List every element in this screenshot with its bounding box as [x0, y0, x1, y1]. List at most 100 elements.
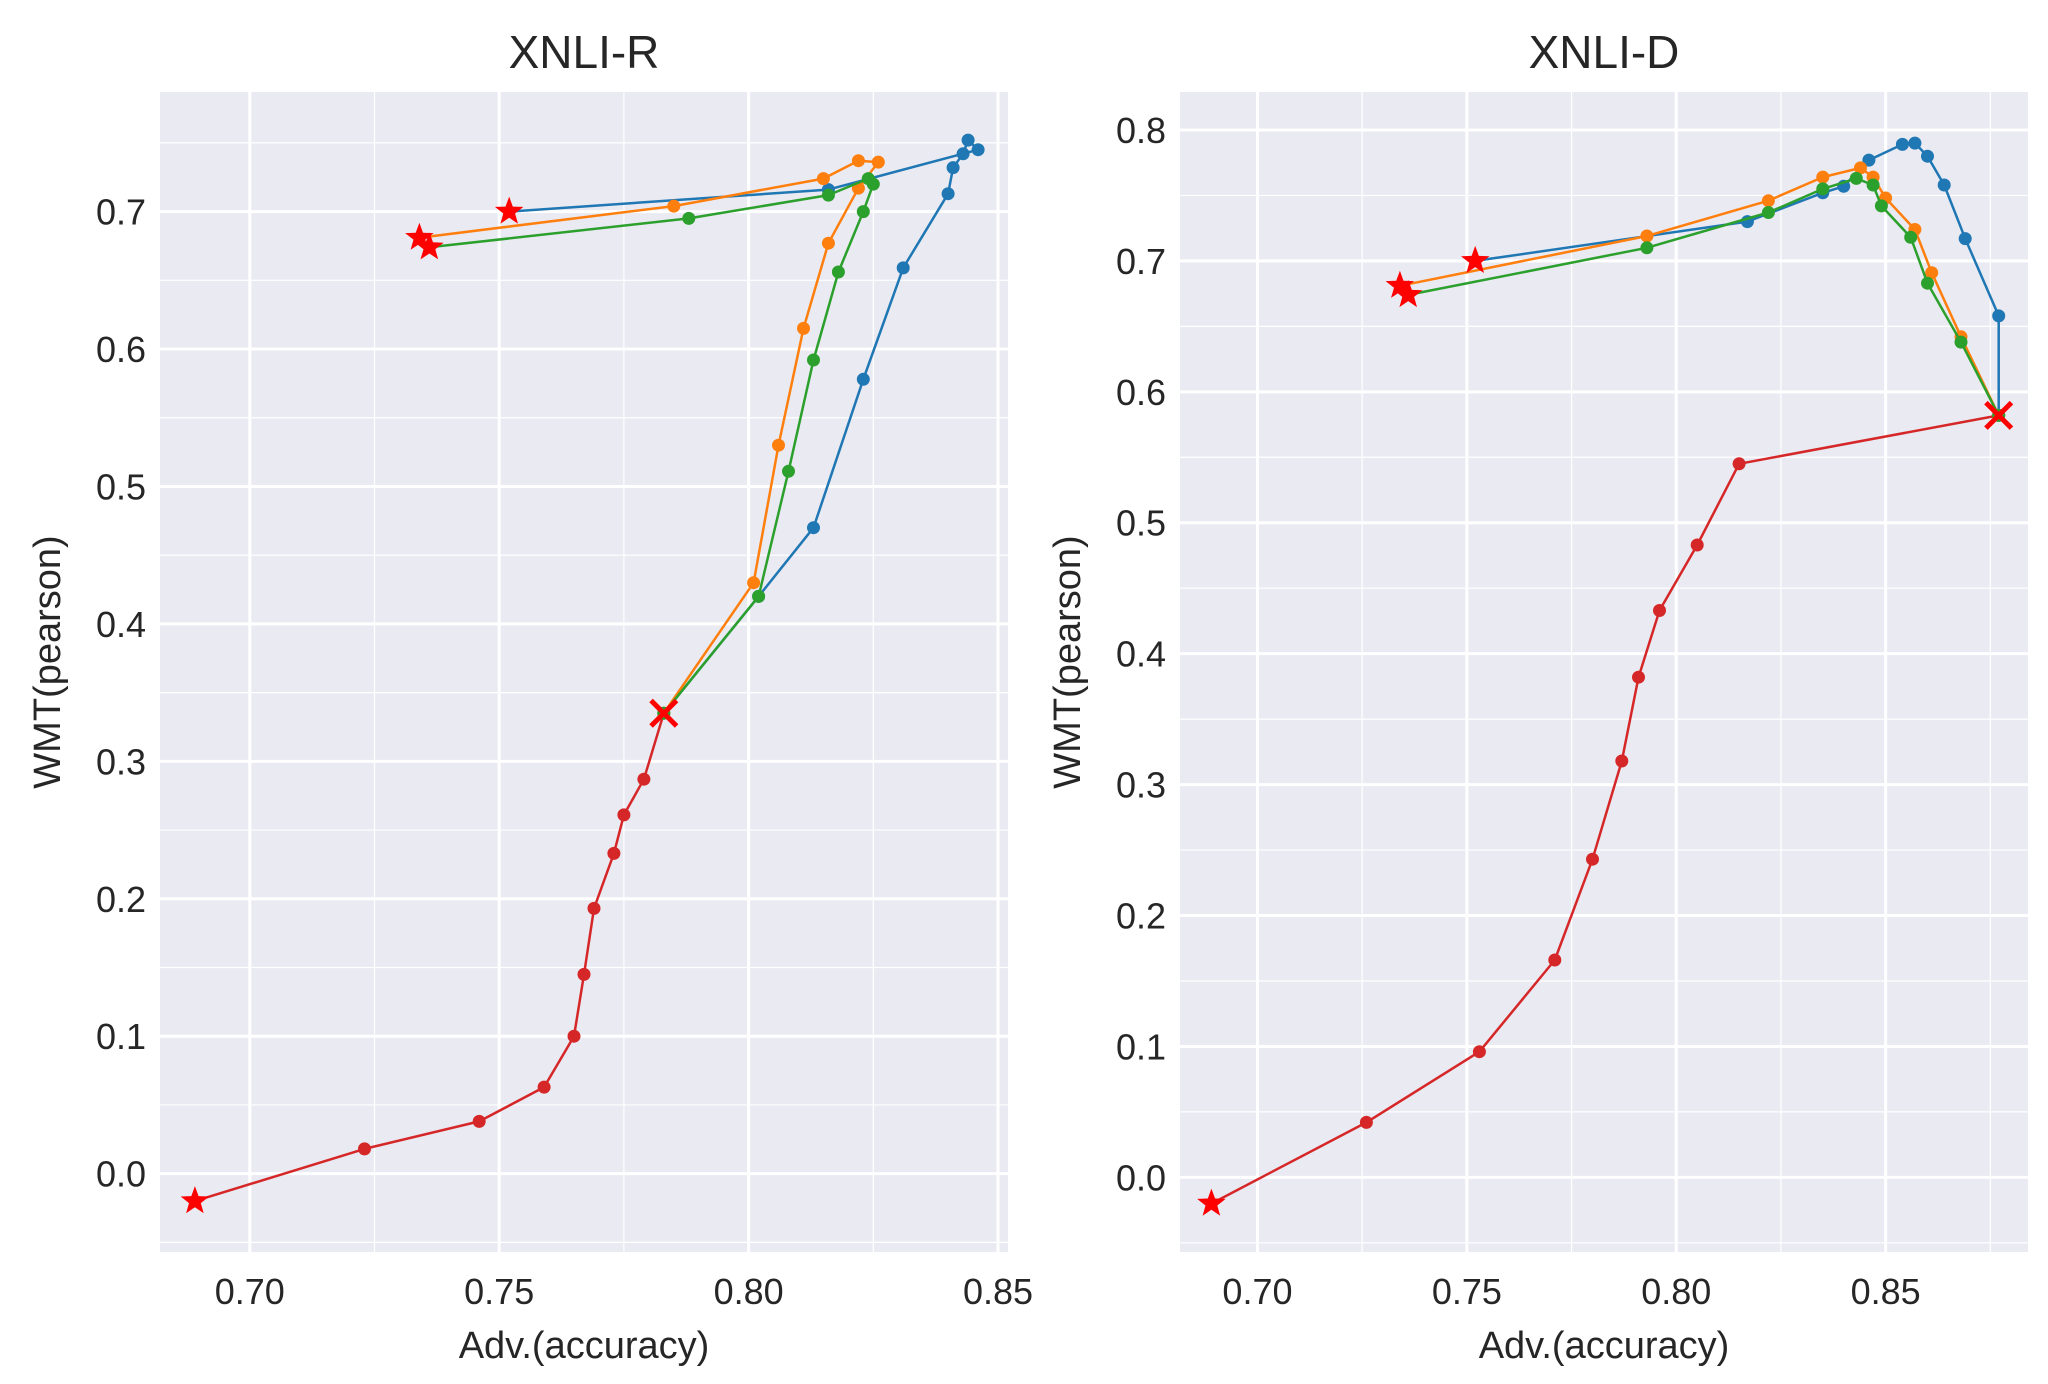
data-point-green — [831, 265, 845, 279]
x-tick-label: 0.85 — [1851, 1271, 1921, 1312]
star-marker — [494, 196, 524, 224]
data-point-green — [861, 172, 875, 186]
y-tick-label: 0.4 — [96, 604, 146, 645]
data-point-orange — [747, 576, 761, 590]
y-tick-label: 0.0 — [1116, 1157, 1166, 1198]
data-point-green — [1640, 241, 1654, 255]
data-point-orange — [1854, 161, 1867, 175]
data-point-blue — [941, 187, 955, 201]
y-tick-label: 0.7 — [96, 192, 146, 233]
data-point-red — [1690, 538, 1704, 552]
data-point-green — [1921, 276, 1934, 290]
x-axis-label: Adv.(accuracy) — [459, 1325, 710, 1367]
data-point-orange — [667, 199, 681, 213]
y-tick-label: 0.6 — [1116, 372, 1166, 413]
data-point-red — [1653, 604, 1666, 617]
data-point-red — [607, 846, 621, 860]
x-tick-label: 0.80 — [1641, 1271, 1711, 1312]
x-marker — [1984, 400, 2014, 430]
data-point-red — [1732, 457, 1746, 471]
star-marker — [415, 232, 444, 260]
x-tick-label: 0.75 — [1432, 1271, 1502, 1312]
panel-xnli-r: 0.70 0.75 0.80 0.85 0.0 0.1 0.2 0.3 0.4 0.5 0.6 0.7… — [27, 26, 1033, 1367]
data-point-green — [682, 211, 696, 225]
panel-xnli-d: 0.70 0.75 0.80 0.85 0.0 0.1 0.2 0.3 0.4 0.5 0.6 0.7… — [1047, 26, 2028, 1367]
x-tick-label: 0.85 — [963, 1271, 1033, 1312]
data-point-orange — [821, 236, 835, 250]
data-point-green — [1761, 206, 1775, 219]
data-point-orange — [1640, 229, 1654, 243]
data-point-orange — [871, 155, 885, 169]
x-tick-label: 0.70 — [215, 1271, 285, 1312]
data-point-green — [1904, 230, 1918, 244]
data-point-red — [1472, 1045, 1486, 1059]
x-marker — [649, 698, 679, 728]
data-point-blue — [1908, 136, 1922, 150]
data-point-red — [1632, 670, 1645, 684]
plot-area — [1180, 92, 2028, 1252]
data-point-orange — [816, 172, 830, 186]
data-point-green — [1816, 182, 1830, 196]
data-point-red — [577, 967, 591, 981]
data-point-orange — [1816, 170, 1830, 184]
y-tick-label: 0.6 — [96, 329, 146, 370]
y-tick-label: 0.8 — [1116, 110, 1166, 151]
y-tick-label: 0.5 — [1116, 503, 1166, 544]
data-point-red — [617, 808, 631, 822]
data-point-red — [1359, 1115, 1373, 1129]
data-point-blue — [1895, 137, 1909, 151]
data-point-green — [821, 188, 835, 202]
data-point-orange — [772, 438, 785, 452]
x-tick-label: 0.80 — [714, 1271, 784, 1312]
star-marker — [405, 222, 434, 250]
data-point-red — [1615, 754, 1629, 768]
data-point-orange — [797, 321, 810, 335]
y-axis-label: WMT(pearson) — [1047, 535, 1089, 788]
data-point-red — [587, 901, 601, 915]
y-tick-label: 0.7 — [1116, 241, 1166, 282]
data-point-blue — [1937, 178, 1951, 192]
x-axis-label: Adv.(accuracy) — [1479, 1325, 1730, 1367]
data-point-blue — [1992, 309, 2006, 323]
star-marker — [1385, 270, 1415, 298]
data-point-blue — [1958, 232, 1972, 246]
star-marker — [1461, 245, 1490, 273]
data-point-blue — [1862, 153, 1876, 167]
data-point-green — [1954, 335, 1968, 349]
data-point-green — [1866, 178, 1880, 192]
data-point-blue — [807, 521, 820, 535]
data-point-green — [1874, 199, 1888, 213]
chart-title: XNLI-D — [1529, 26, 1680, 78]
star-marker — [1394, 279, 1423, 308]
data-point-red — [567, 1029, 581, 1043]
data-point-green — [1849, 171, 1863, 185]
data-point-orange — [851, 154, 865, 168]
data-point-orange — [1925, 266, 1939, 280]
data-point-green — [752, 589, 766, 603]
data-point-red — [472, 1114, 486, 1128]
y-tick-label: 0.3 — [1116, 765, 1166, 806]
data-point-green — [807, 353, 820, 367]
data-point-red — [1548, 953, 1562, 967]
y-tick-label: 0.0 — [96, 1154, 146, 1195]
y-tick-label: 0.4 — [1116, 634, 1166, 675]
y-tick-label: 0.2 — [1116, 896, 1166, 937]
data-point-blue — [856, 372, 870, 386]
data-point-red — [358, 1142, 371, 1156]
data-point-blue — [956, 147, 970, 161]
data-point-green — [782, 464, 795, 478]
star-marker — [1197, 1188, 1226, 1216]
data-point-blue — [896, 261, 910, 275]
plot-area — [160, 92, 1008, 1252]
chart-title: XNLI-R — [509, 26, 660, 78]
data-point-blue — [961, 133, 975, 147]
data-point-red — [1586, 852, 1599, 866]
y-axis-label: WMT(pearson) — [27, 535, 69, 788]
data-point-blue — [1921, 149, 1934, 163]
data-point-blue — [971, 143, 985, 157]
star-marker — [180, 1186, 210, 1214]
data-point-red — [637, 772, 651, 786]
data-point-green — [856, 205, 870, 219]
data-point-blue — [946, 161, 960, 175]
